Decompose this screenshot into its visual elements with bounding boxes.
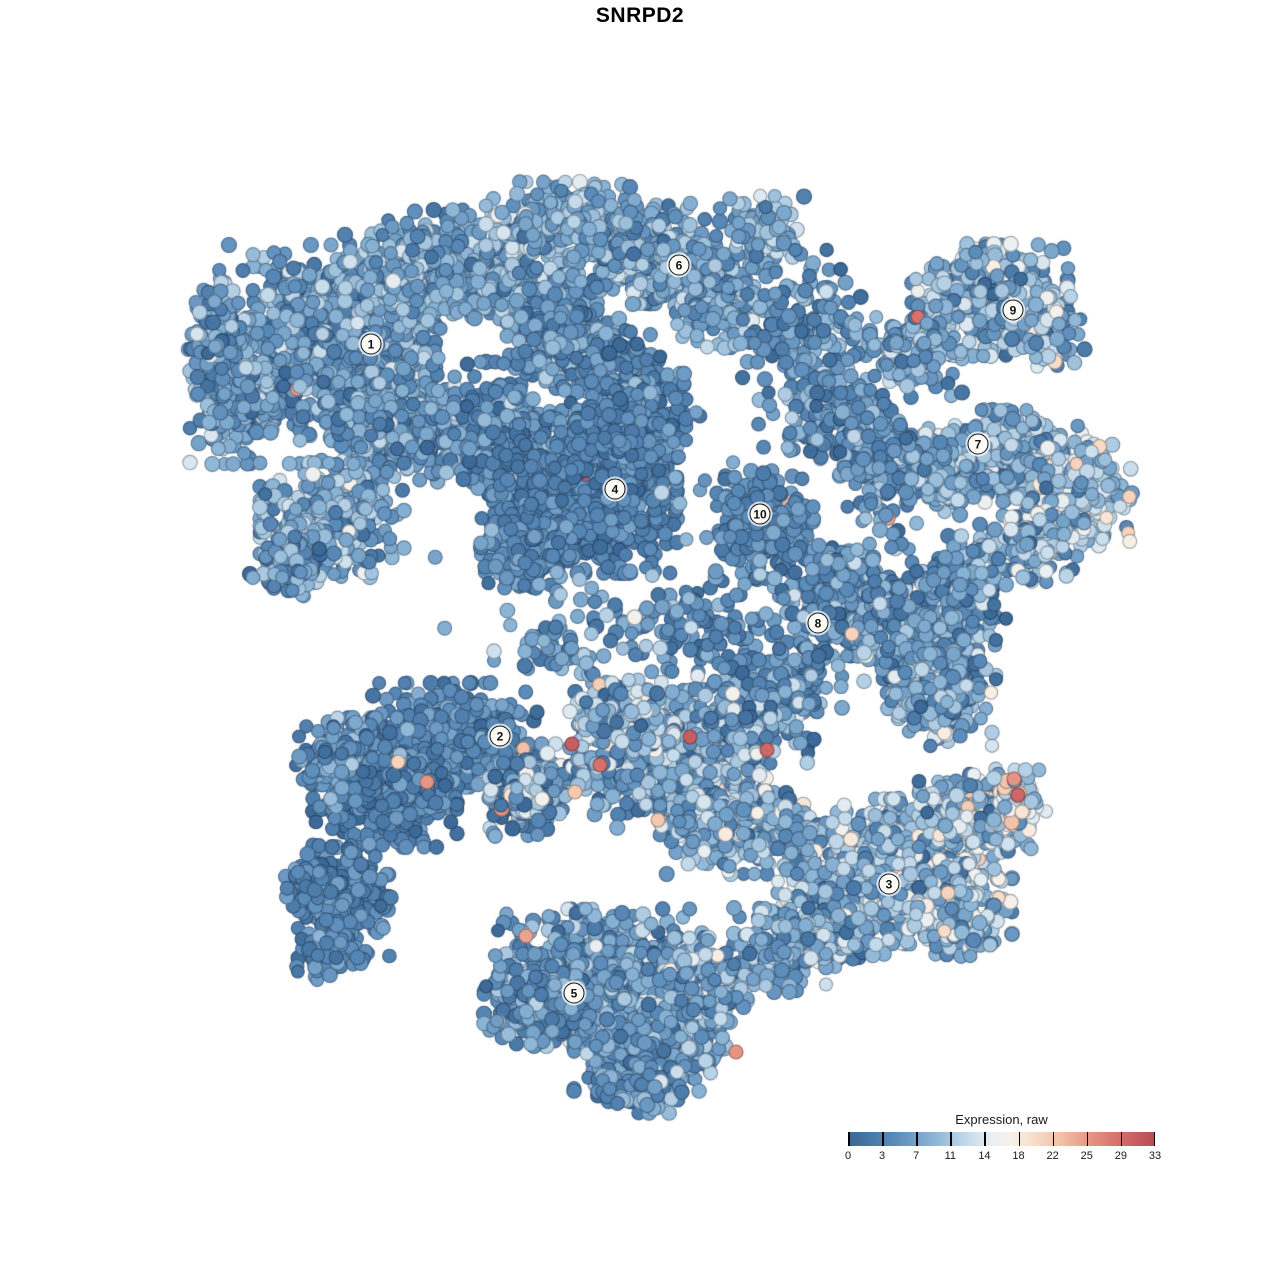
legend-tick-label: 29 <box>1114 1150 1127 1162</box>
legend-tick-label: 25 <box>1080 1150 1093 1162</box>
legend-tick-mark <box>1153 1132 1155 1146</box>
legend-tick-label: 22 <box>1046 1150 1059 1162</box>
legend-tick-mark <box>984 1132 986 1146</box>
legend-tick-label: 33 <box>1148 1150 1162 1162</box>
legend-tick-label: 3 <box>879 1150 886 1162</box>
legend-tick-mark <box>916 1132 918 1146</box>
expression-legend: Expression, raw 0 3 7 11 14 18 22 25 29 33 <box>844 1112 1161 1164</box>
legend-title: Expression, raw <box>955 1112 1048 1127</box>
legend-tick-label: 11 <box>944 1150 957 1162</box>
legend-tick-mark <box>848 1132 850 1146</box>
legend-tick-label: 18 <box>1012 1150 1025 1162</box>
legend-tick-mark <box>882 1132 884 1146</box>
legend-tick-mark <box>1052 1132 1055 1146</box>
legend-tick-mark <box>950 1132 952 1146</box>
legend-tick-mark <box>1086 1132 1089 1146</box>
legend-tick-label: 0 <box>844 1150 852 1162</box>
legend-tick-label: 14 <box>978 1150 991 1162</box>
legend-colorbar <box>848 1132 1155 1146</box>
legend-tick-mark <box>1018 1132 1021 1146</box>
legend-tick-label: 7 <box>913 1150 920 1162</box>
legend-tick-mark <box>1120 1132 1123 1146</box>
